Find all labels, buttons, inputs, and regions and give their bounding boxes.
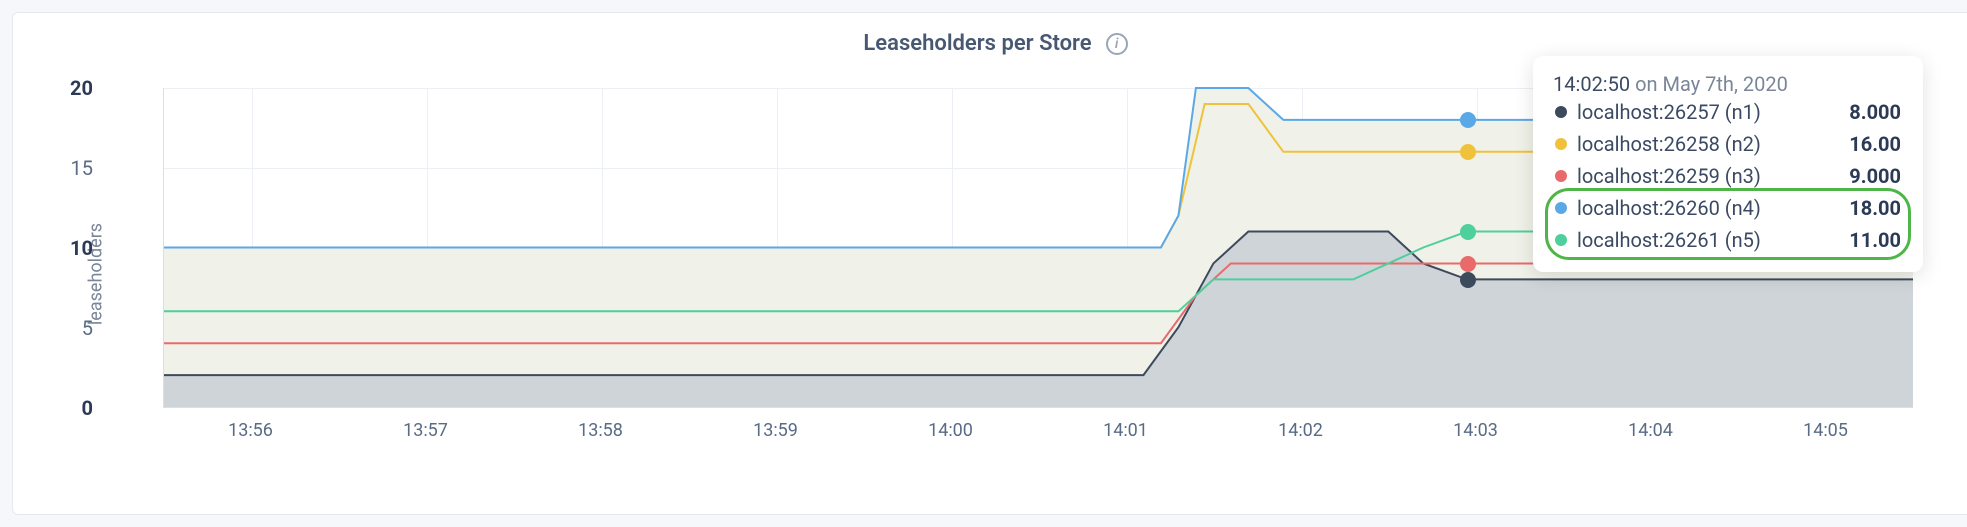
x-tick-label: 13:58 bbox=[578, 420, 623, 441]
x-tick-label: 14:00 bbox=[928, 420, 973, 441]
series-marker bbox=[1460, 272, 1476, 288]
tooltip-series-value: 8.000 bbox=[1849, 100, 1901, 124]
tooltip-series-dot bbox=[1555, 170, 1567, 182]
x-tick-label: 14:05 bbox=[1803, 420, 1848, 441]
x-tick-label: 14:04 bbox=[1628, 420, 1673, 441]
y-tick-label: 10 bbox=[33, 236, 93, 260]
chart-title-row: Leaseholders per Store i bbox=[43, 31, 1948, 56]
tooltip-series-dot bbox=[1555, 234, 1567, 246]
tooltip-series-label: localhost:26261 (n5) bbox=[1577, 228, 1839, 252]
tooltip-timestamp: 14:02:50 on May 7th, 2020 bbox=[1553, 72, 1903, 96]
tooltip-series-label: localhost:26258 (n2) bbox=[1577, 132, 1839, 156]
series-marker bbox=[1460, 224, 1476, 240]
y-tick-label: 0 bbox=[33, 396, 93, 420]
tooltip-series-value: 9.000 bbox=[1849, 164, 1901, 188]
x-tick-label: 13:56 bbox=[228, 420, 273, 441]
series-marker bbox=[1460, 112, 1476, 128]
tooltip-series-value: 11.00 bbox=[1849, 228, 1901, 252]
tooltip-row: localhost:26261 (n5) 11.00 bbox=[1553, 224, 1903, 256]
chart-panel: Leaseholders per Store i leaseholders 05… bbox=[12, 12, 1967, 515]
tooltip-series-value: 16.00 bbox=[1849, 132, 1901, 156]
tooltip-date: May 7th, 2020 bbox=[1663, 72, 1788, 96]
series-marker bbox=[1460, 256, 1476, 272]
x-tick-label: 13:57 bbox=[403, 420, 448, 441]
tooltip-series-dot bbox=[1555, 138, 1567, 150]
tooltip-row: localhost:26260 (n4) 18.00 bbox=[1553, 192, 1903, 224]
y-tick-label: 15 bbox=[33, 156, 93, 180]
chart-tooltip: 14:02:50 on May 7th, 2020 localhost:2625… bbox=[1533, 56, 1923, 272]
tooltip-row: localhost:26258 (n2) 16.00 bbox=[1553, 128, 1903, 160]
tooltip-series-dot bbox=[1555, 202, 1567, 214]
tooltip-date-prefix: on bbox=[1635, 72, 1662, 96]
x-tick-label: 14:02 bbox=[1278, 420, 1323, 441]
info-icon[interactable]: i bbox=[1106, 33, 1128, 55]
tooltip-series-dot bbox=[1555, 106, 1567, 118]
y-tick-label: 20 bbox=[33, 76, 93, 100]
tooltip-row: localhost:26257 (n1) 8.000 bbox=[1553, 96, 1903, 128]
tooltip-series-value: 18.00 bbox=[1849, 196, 1901, 220]
x-tick-label: 14:01 bbox=[1103, 420, 1148, 441]
tooltip-time-value: 14:02:50 bbox=[1553, 72, 1630, 96]
tooltip-rows: localhost:26257 (n1) 8.000 localhost:26258… bbox=[1553, 96, 1903, 256]
tooltip-series-label: localhost:26257 (n1) bbox=[1577, 100, 1839, 124]
tooltip-row: localhost:26259 (n3) 9.000 bbox=[1553, 160, 1903, 192]
tooltip-series-label: localhost:26259 (n3) bbox=[1577, 164, 1839, 188]
x-tick-label: 14:03 bbox=[1453, 420, 1498, 441]
chart-area: leaseholders 05101520 14:02:50 on May 7t… bbox=[63, 64, 1933, 484]
chart-title: Leaseholders per Store bbox=[863, 31, 1091, 56]
x-tick-label: 13:59 bbox=[753, 420, 798, 441]
y-tick-label: 5 bbox=[33, 316, 93, 340]
tooltip-series-label: localhost:26260 (n4) bbox=[1577, 196, 1839, 220]
series-marker bbox=[1460, 144, 1476, 160]
